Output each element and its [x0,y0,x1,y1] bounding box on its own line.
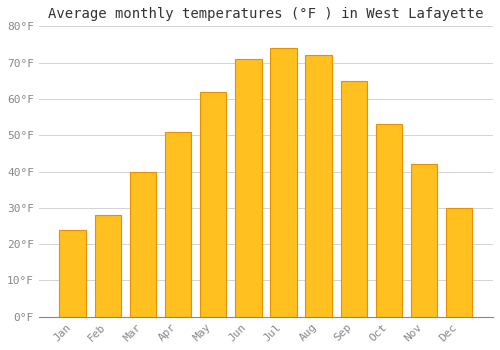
Bar [340,81,367,317]
Bar [235,59,262,317]
Bar [376,124,402,317]
Bar [94,215,121,317]
Bar [411,164,438,317]
Bar [60,230,86,317]
Bar [130,172,156,317]
Bar [200,92,226,317]
Bar [306,55,332,317]
Title: Average monthly temperatures (°F ) in West Lafayette: Average monthly temperatures (°F ) in We… [48,7,484,21]
Bar [446,208,472,317]
Bar [165,132,191,317]
Bar [270,48,296,317]
